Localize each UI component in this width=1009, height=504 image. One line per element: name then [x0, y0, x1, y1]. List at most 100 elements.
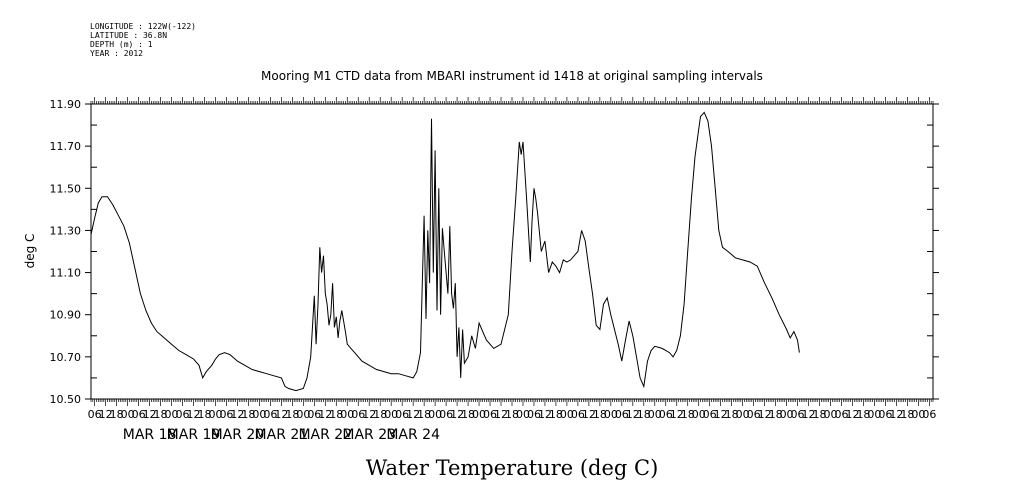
x-date-label: MAR 23: [342, 427, 396, 443]
x-hour-label: 12: [802, 408, 816, 421]
y-tick-label: 10.90: [50, 309, 82, 322]
metadata-header: LONGITUDE : 122W(-122) LATITUDE : 36.8N …: [90, 22, 196, 58]
y-tick-label: 10.50: [50, 393, 82, 406]
x-hour-label: 18: [241, 408, 255, 421]
x-axis: 0612180006121800061218000612180006121800…: [88, 97, 936, 443]
x-hour-label: 06: [878, 408, 892, 421]
y-tick-label: 11.10: [50, 267, 82, 280]
x-hour-label: 06: [527, 408, 541, 421]
y-tick-label: 11.90: [50, 98, 82, 111]
y-tick-label: 11.50: [50, 182, 82, 195]
x-axis-label: Water Temperature (deg C): [366, 456, 659, 480]
x-hour-label: 06: [791, 408, 805, 421]
x-hour-label: 00: [823, 408, 837, 421]
x-hour-label: 18: [856, 408, 870, 421]
x-hour-label: 12: [450, 408, 464, 421]
x-date-label: MAR 24: [386, 427, 440, 443]
x-hour-label: 12: [187, 408, 201, 421]
x-hour-label: 18: [637, 408, 651, 421]
x-hour-label: 06: [703, 408, 717, 421]
x-hour-label: 18: [593, 408, 607, 421]
x-hour-label: 06: [615, 408, 629, 421]
x-hour-label: 18: [417, 408, 431, 421]
x-hour-label: 12: [889, 408, 903, 421]
year-label: YEAR : 2012: [90, 49, 143, 58]
x-date-label: MAR 18: [123, 427, 177, 443]
x-hour-label: 12: [230, 408, 244, 421]
x-hour-label: 06: [263, 408, 277, 421]
x-hour-label: 12: [274, 408, 288, 421]
y-tick-label: 10.70: [50, 351, 82, 364]
x-hour-label: 12: [582, 408, 596, 421]
x-hour-label: 06: [439, 408, 453, 421]
x-hour-label: 18: [681, 408, 695, 421]
x-hour-label: 18: [813, 408, 827, 421]
x-hour-label: 00: [911, 408, 925, 421]
x-hour-label: 06: [132, 408, 146, 421]
x-hour-label: 00: [208, 408, 222, 421]
x-hour-label: 00: [516, 408, 530, 421]
x-hour-label: 00: [867, 408, 881, 421]
x-hour-label: 18: [154, 408, 168, 421]
x-hour-label: 18: [197, 408, 211, 421]
latitude-label: LATITUDE : 36.8N: [90, 31, 168, 40]
x-hour-label: 06: [219, 408, 233, 421]
x-hour-label: 12: [538, 408, 552, 421]
x-hour-label: 18: [900, 408, 914, 421]
chart-title: Mooring M1 CTD data from MBARI instrumen…: [261, 69, 763, 83]
x-hour-label: 06: [747, 408, 761, 421]
x-date-label: MAR 19: [167, 427, 221, 443]
x-hour-label: 18: [110, 408, 124, 421]
x-hour-label: 12: [626, 408, 640, 421]
x-hour-label: 06: [659, 408, 673, 421]
x-hour-label: 12: [670, 408, 684, 421]
x-hour-label: 06: [922, 408, 936, 421]
x-hour-label: 18: [329, 408, 343, 421]
x-hour-label: 00: [165, 408, 179, 421]
x-hour-label: 06: [395, 408, 409, 421]
x-hour-label: 06: [483, 408, 497, 421]
y-axis: 10.50 10.70 10.90 11.10 11.30 11.50 11.70 11.90: [50, 98, 939, 406]
x-hour-label: 12: [758, 408, 772, 421]
x-hour-label: 06: [176, 408, 190, 421]
x-hour-label: 18: [769, 408, 783, 421]
x-hour-label: 00: [428, 408, 442, 421]
x-hour-label: 00: [340, 408, 354, 421]
x-hour-label: 18: [461, 408, 475, 421]
x-hour-label: 00: [648, 408, 662, 421]
x-hour-label: 18: [373, 408, 387, 421]
y-tick-label: 11.30: [50, 224, 82, 237]
x-hour-label: 18: [285, 408, 299, 421]
x-hour-label: 00: [780, 408, 794, 421]
x-hour-label: 00: [736, 408, 750, 421]
longitude-label: LONGITUDE : 122W(-122): [90, 22, 196, 31]
x-hour-label: 00: [296, 408, 310, 421]
x-hour-label: 12: [406, 408, 420, 421]
x-date-label: MAR 21: [255, 427, 309, 443]
x-hour-label: 18: [549, 408, 563, 421]
x-hour-label: 12: [362, 408, 376, 421]
x-hour-label: 06: [307, 408, 321, 421]
x-date-label: MAR 22: [298, 427, 352, 443]
x-hour-label: 12: [99, 408, 113, 421]
x-hour-label: 12: [143, 408, 157, 421]
x-hour-label: 00: [692, 408, 706, 421]
x-hour-label: 12: [318, 408, 332, 421]
y-tick-label: 11.70: [50, 140, 82, 153]
x-hour-label: 00: [604, 408, 618, 421]
depth-label: DEPTH (m) : 1: [90, 40, 153, 49]
y-axis-label: deg C: [23, 234, 37, 269]
x-hour-label: 00: [252, 408, 266, 421]
series-line-water-temperature: [90, 111, 800, 392]
x-hour-label: 00: [472, 408, 486, 421]
x-hour-label: 18: [505, 408, 519, 421]
x-hour-label: 00: [121, 408, 135, 421]
x-hour-label: 00: [560, 408, 574, 421]
x-hour-label: 00: [384, 408, 398, 421]
x-hour-label: 12: [845, 408, 859, 421]
x-hour-label: 18: [725, 408, 739, 421]
x-hour-label: 06: [88, 408, 102, 421]
x-hour-label: 12: [714, 408, 728, 421]
x-date-label: MAR 20: [211, 427, 265, 443]
